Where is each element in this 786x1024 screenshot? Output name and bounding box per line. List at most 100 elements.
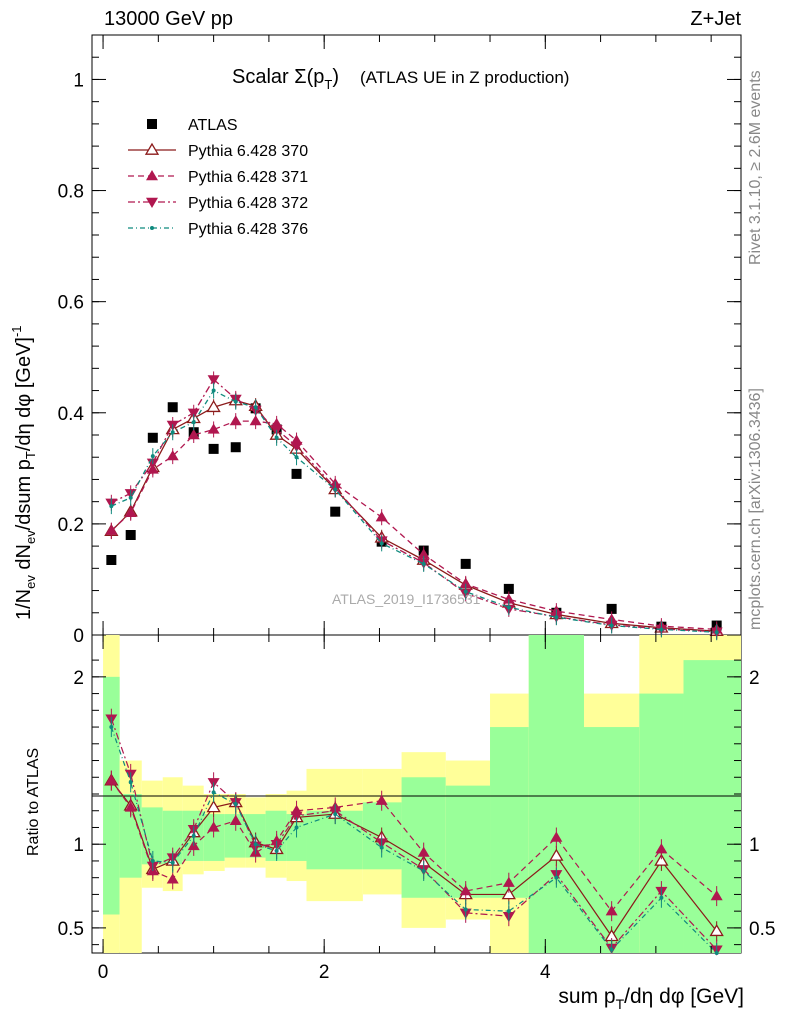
ratio-point-0-18	[709, 923, 724, 937]
ratio-point-1-1	[124, 801, 137, 812]
ratio-y-axis-label: Ratio to ATLAS	[25, 748, 42, 856]
data-point-4-8	[274, 435, 279, 440]
legend-marker-0	[147, 119, 157, 129]
ratio-series-group	[104, 708, 724, 956]
ratio-point-3-8	[274, 848, 279, 853]
data-point-4-10	[333, 487, 338, 492]
ratio-tick-label: 0.5	[58, 919, 84, 940]
data-point-0-2	[147, 432, 158, 443]
ratio-point-3-1	[128, 780, 133, 785]
ratio-tick-label-right: 2	[749, 668, 760, 689]
band-inner-18	[683, 660, 741, 953]
data-point-4-14	[506, 605, 511, 610]
data-point-2-7	[249, 415, 262, 426]
ratio-uncertainty-bands	[103, 635, 741, 953]
data-point-0-10	[330, 506, 341, 517]
title-close: )	[332, 66, 339, 88]
data-point-4-2	[150, 454, 155, 459]
data-point-0-1	[125, 530, 136, 540]
legend-marker-4	[150, 226, 154, 230]
band-inner-13	[445, 785, 491, 898]
ratio-point-3-10	[333, 812, 338, 817]
ratio-point-3-9	[294, 825, 299, 830]
data-point-4-6	[233, 399, 238, 404]
legend-marker-2	[146, 170, 158, 181]
ratio-point-1-5	[207, 821, 220, 832]
legend-label-2: Pythia 6.428 371	[188, 169, 308, 186]
data-point-2-3	[166, 450, 179, 461]
data-point-0-13	[460, 558, 471, 569]
ratio-point-2-9	[290, 811, 303, 822]
ratio-point-1-15	[550, 831, 563, 842]
y-tick-label: 0.8	[58, 182, 84, 203]
axes-ticks: 0 0.2 0.4 0.6 0.8 1 0.5 0.5 1 1 2 2 0 2 4	[58, 35, 775, 983]
data-point-4-17	[659, 627, 664, 632]
ratio-point-3-5	[211, 790, 216, 795]
data-point-2-11	[375, 511, 388, 522]
data-point-1-5	[206, 399, 221, 413]
data-point-2-0	[105, 524, 118, 535]
data-point-4-3	[170, 430, 175, 435]
ratio-point-3-4	[191, 833, 196, 838]
data-point-2-1	[124, 506, 137, 517]
ratio-tick-label: 1	[73, 835, 84, 856]
data-point-3-4	[187, 408, 200, 419]
ratio-tick-label-right: 1	[749, 835, 760, 856]
ratio-point-1-13	[459, 885, 472, 896]
ratio-point-3-17	[659, 895, 664, 900]
legend-marker-1	[144, 142, 160, 155]
ratio-point-3-7	[253, 842, 258, 847]
ratio-point-3-0	[109, 725, 114, 730]
data-point-0-3	[167, 402, 178, 413]
y-tick-label: 0	[73, 626, 84, 647]
data-point-4-4	[191, 420, 196, 425]
ratio-point-1-16	[605, 905, 618, 916]
y-tick-label: 1	[73, 70, 84, 91]
data-point-2-14	[502, 593, 515, 604]
band-inner-17	[639, 693, 684, 953]
ratio-point-1-3	[166, 873, 179, 884]
data-point-2-13	[459, 577, 472, 589]
data-point-0-14	[503, 583, 514, 594]
legend-marker-3	[146, 197, 158, 208]
legend-label-1: Pythia 6.428 370	[188, 143, 308, 160]
data-point-2-12	[417, 548, 430, 559]
data-point-4-0	[109, 504, 114, 509]
ratio-point-3-12	[421, 868, 426, 873]
title-rest: (ATLAS UE in Z production)	[360, 68, 569, 87]
y-tick-label: 0.4	[58, 404, 85, 425]
process-label: Z+Jet	[690, 8, 741, 30]
data-point-3-5	[207, 375, 220, 386]
side-label-bottom: mcplots.cern.ch [arXiv:1306.3436]	[747, 388, 764, 630]
data-point-4-12	[421, 561, 426, 566]
ratio-point-3-16	[609, 947, 614, 952]
ratio-point-0-15	[549, 848, 564, 861]
ratio-point-3-13	[463, 907, 468, 912]
ratio-tick-label-right: 0.5	[749, 919, 775, 940]
ratio-point-3-15	[554, 875, 559, 880]
ratio-point-1-0	[105, 774, 118, 785]
y-tick-label: 0.2	[58, 515, 84, 536]
data-point-0-0	[106, 555, 117, 565]
data-point-4-15	[554, 615, 559, 620]
data-point-4-7	[253, 405, 258, 410]
legend-label-3: Pythia 6.428 372	[188, 195, 308, 212]
data-point-4-9	[294, 455, 299, 460]
band-inner-15	[528, 635, 585, 953]
data-point-4-1	[128, 495, 133, 500]
ratio-point-0-5	[206, 800, 221, 813]
side-label-top: Rivet 3.1.10, ≥ 2.6M events	[747, 70, 764, 265]
data-point-4-16	[609, 623, 614, 628]
band-inner-10	[306, 810, 363, 870]
band-inner-5	[203, 814, 225, 861]
ratio-point-1-6	[229, 814, 242, 825]
ratio-point-3-6	[233, 802, 238, 807]
title-scalar: Scalar Σ(p	[232, 66, 324, 88]
x-axis-label: sum pT/dη dφ [GeV]	[558, 985, 744, 1012]
watermark: ATLAS_2019_I1736531	[332, 591, 481, 607]
data-point-3-9	[290, 441, 303, 453]
data-point-2-4	[187, 429, 200, 440]
ratio-point-1-11	[375, 794, 388, 805]
ratio-point-1-18	[710, 890, 723, 901]
